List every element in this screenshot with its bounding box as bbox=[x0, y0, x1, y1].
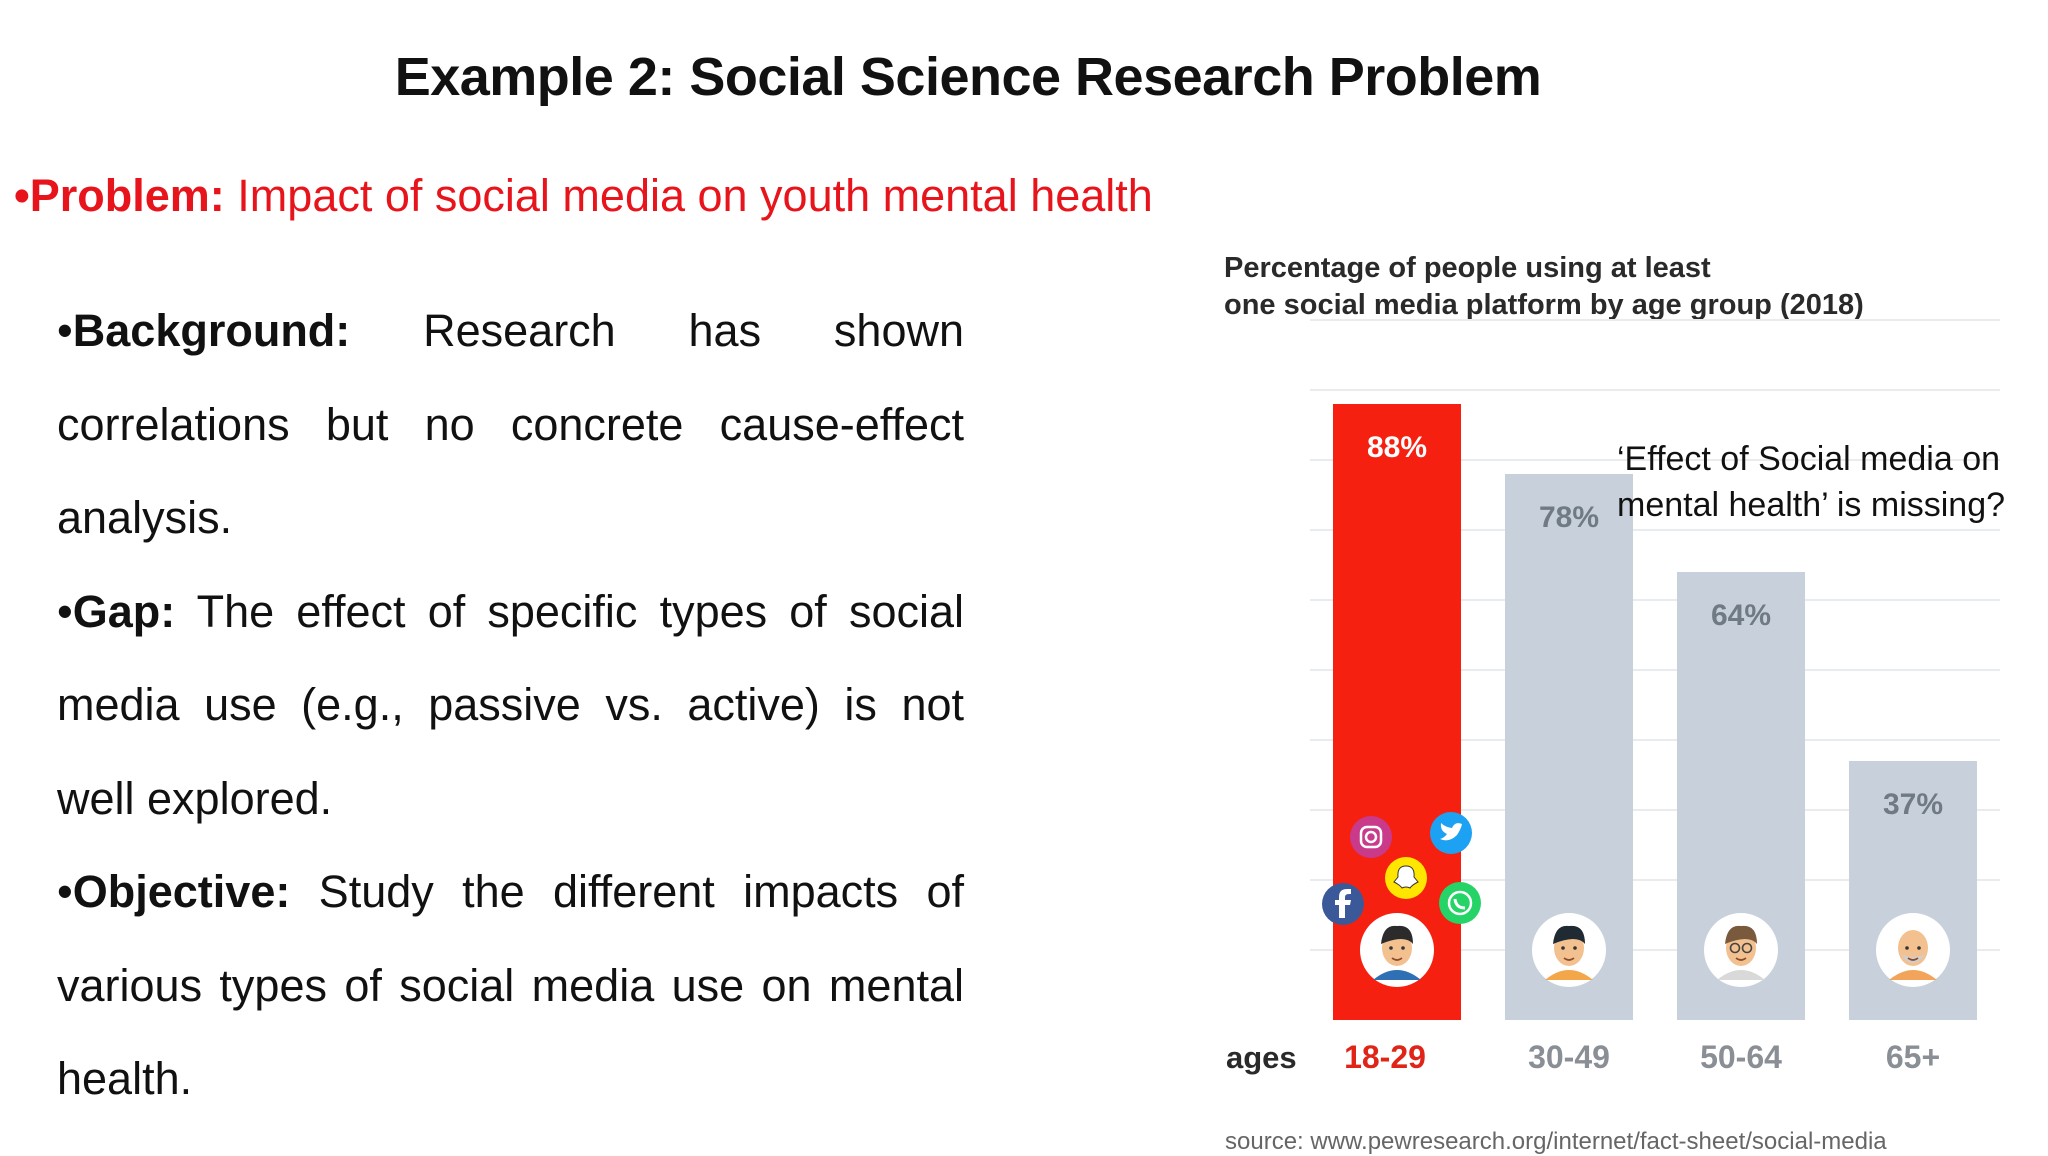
background-label: Background: bbox=[72, 305, 351, 356]
chart-decorations bbox=[1322, 812, 1950, 987]
instagram-icon bbox=[1350, 816, 1392, 858]
objective-label: Objective: bbox=[72, 866, 291, 917]
young-adult-avatar bbox=[1360, 913, 1434, 987]
chart-title-line-2: one social media platform by age group (… bbox=[1224, 289, 1864, 321]
gap-bullet: • bbox=[57, 585, 73, 637]
objective-bullet: • bbox=[57, 866, 73, 917]
chart-title: Percentage of people using at least one … bbox=[1224, 250, 1864, 324]
category-label: 18-29 bbox=[1344, 1039, 1426, 1075]
x-axis-label: ages bbox=[1226, 1040, 1297, 1075]
chart-annotation: ‘Effect of Social media on mental health… bbox=[1617, 436, 2005, 528]
category-label: 65+ bbox=[1886, 1039, 1940, 1075]
senior-avatar bbox=[1876, 913, 1950, 987]
gap-label: Gap: bbox=[72, 585, 176, 637]
whatsapp-icon bbox=[1439, 882, 1481, 924]
background-bullet: • bbox=[57, 305, 73, 356]
category-label: 30-49 bbox=[1528, 1039, 1610, 1075]
middle-aged-avatar bbox=[1704, 913, 1778, 987]
problem-label: Problem: bbox=[29, 170, 225, 221]
chart-title-line-1: Percentage of people using at least bbox=[1224, 252, 1711, 284]
objective-text: Study the different impacts of various t… bbox=[57, 866, 964, 1104]
chart-source: source: www.pewresearch.org/internet/fac… bbox=[1225, 1128, 1887, 1155]
problem-bullet: • bbox=[14, 170, 30, 221]
annotation-line-1: ‘Effect of Social media on bbox=[1617, 440, 2001, 478]
slide-title: Example 2: Social Science Research Probl… bbox=[394, 47, 1542, 107]
gap-text: The effect of specific types of social m… bbox=[57, 585, 964, 824]
value-label: 88% bbox=[1367, 431, 1427, 464]
bullet-list: •Background: Research has shown correlat… bbox=[57, 284, 964, 1126]
gap-paragraph: •Gap: The effect of specific types of so… bbox=[57, 565, 964, 846]
background-text: Research has shown correlations but no c… bbox=[57, 305, 964, 543]
background-paragraph: •Background: Research has shown correlat… bbox=[57, 284, 964, 565]
facebook-icon bbox=[1322, 883, 1364, 925]
annotation-line-2: mental health’ is missing? bbox=[1617, 486, 2006, 524]
category-label: 50-64 bbox=[1700, 1039, 1782, 1075]
adult-avatar bbox=[1532, 913, 1606, 987]
twitter-icon bbox=[1430, 812, 1472, 854]
value-label: 64% bbox=[1711, 599, 1771, 632]
chart-labels: 88% 18-29 78% 30-49 64% 50-64 37% 65+ ages bbox=[1226, 431, 1943, 1075]
problem-text: Impact of social media on youth mental h… bbox=[224, 170, 1153, 221]
objective-paragraph: •Objective: Study the different impacts … bbox=[57, 845, 964, 1126]
snapchat-icon bbox=[1385, 857, 1427, 899]
problem-line: •Problem: Impact of social media on yout… bbox=[14, 168, 1224, 224]
value-label: 78% bbox=[1539, 501, 1599, 534]
value-label: 37% bbox=[1883, 788, 1943, 821]
